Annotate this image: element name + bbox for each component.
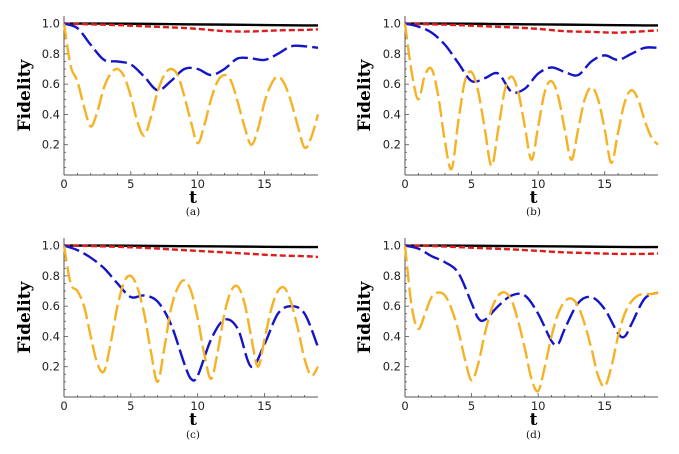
- y-axis-label: Fidelity: [15, 58, 35, 131]
- y-tick-label: 0.8: [383, 269, 401, 283]
- series-line-1: [63, 244, 319, 249]
- x-axis-label: t: [530, 188, 538, 208]
- y-tick-label: 1.0: [383, 239, 401, 253]
- series-line-1: [404, 22, 659, 27]
- x-tick-label: 10: [531, 177, 546, 191]
- x-tick-label: 15: [597, 177, 612, 191]
- x-tick-label: 10: [531, 399, 546, 413]
- y-tick-label: 1.0: [383, 17, 401, 31]
- series-line-4: [62, 245, 320, 384]
- panel-caption: (c): [186, 429, 200, 441]
- x-tick-label: 5: [468, 399, 475, 413]
- panel-caption: (a): [186, 206, 200, 218]
- panel-caption: (b): [526, 206, 541, 218]
- x-tick-label: 10: [190, 399, 205, 413]
- y-axis-label: Fidelity: [15, 280, 35, 353]
- series-line-4: [62, 23, 320, 150]
- y-axis-label: Fidelity: [355, 280, 375, 353]
- series-line-4: [403, 245, 659, 393]
- x-tick-label: 5: [127, 399, 134, 413]
- series-line-1: [404, 244, 659, 249]
- y-tick-label: 0.2: [42, 360, 60, 374]
- series-line-3: [63, 22, 319, 92]
- y-tick-label: 0.8: [383, 47, 401, 61]
- x-tick-label: 5: [468, 177, 475, 191]
- series-line-3: [404, 22, 659, 94]
- x-tick-label: 0: [401, 177, 408, 191]
- y-tick-label: 0.4: [42, 329, 60, 343]
- y-tick-label: 0.4: [42, 107, 60, 121]
- x-tick-label: 15: [257, 177, 272, 191]
- y-tick-label: 0.6: [42, 77, 60, 91]
- series-line-2: [404, 244, 659, 256]
- x-tick-label: 15: [597, 399, 612, 413]
- x-tick-label: 0: [60, 399, 67, 413]
- x-tick-label: 5: [127, 177, 134, 191]
- y-tick-label: 0.2: [383, 360, 401, 374]
- panel-caption: (d): [526, 429, 541, 441]
- y-tick-label: 0.4: [383, 107, 401, 121]
- x-axis-label: t: [530, 410, 538, 430]
- y-tick-label: 0.2: [42, 138, 60, 152]
- series-line-1: [63, 22, 319, 27]
- y-tick-label: 0.8: [42, 269, 60, 283]
- y-tick-label: 0.6: [383, 77, 401, 91]
- series-line-4: [403, 23, 659, 171]
- y-tick-label: 0.6: [383, 299, 401, 313]
- x-tick-label: 15: [257, 399, 272, 413]
- x-tick-label: 0: [401, 399, 408, 413]
- series-line-2: [404, 22, 659, 34]
- series-line-3: [63, 244, 320, 382]
- series-line-2: [63, 22, 319, 33]
- x-tick-label: 0: [60, 177, 67, 191]
- y-tick-label: 0.8: [42, 47, 60, 61]
- y-tick-label: 1.0: [42, 17, 60, 31]
- x-tick-label: 10: [190, 177, 205, 191]
- series-line-2: [63, 244, 319, 259]
- x-axis-label: t: [189, 410, 197, 430]
- chart-panel-4: 0 5 10 15 0.2 0.4 0.6 0.8 1.0 Fidelity t(d): [355, 238, 659, 441]
- y-tick-label: 0.2: [383, 138, 401, 152]
- series-line-3: [404, 244, 659, 347]
- chart-panel-3: 0 5 10 15 0.2 0.4 0.6 0.8 1.0 Fidelity t(c): [15, 238, 320, 441]
- y-axis-label: Fidelity: [355, 58, 375, 131]
- chart-panel-2: 0 5 10 15 0.2 0.4 0.6 0.8 1.0 Fidelity t(b): [355, 16, 659, 218]
- x-axis-label: t: [189, 188, 197, 208]
- y-tick-label: 0.6: [42, 299, 60, 313]
- y-tick-label: 0.4: [383, 329, 401, 343]
- chart-panel-1: 0 5 10 15 0.2 0.4 0.6 0.8 1.0 Fidelity t(a): [15, 16, 320, 218]
- y-tick-label: 1.0: [42, 239, 60, 253]
